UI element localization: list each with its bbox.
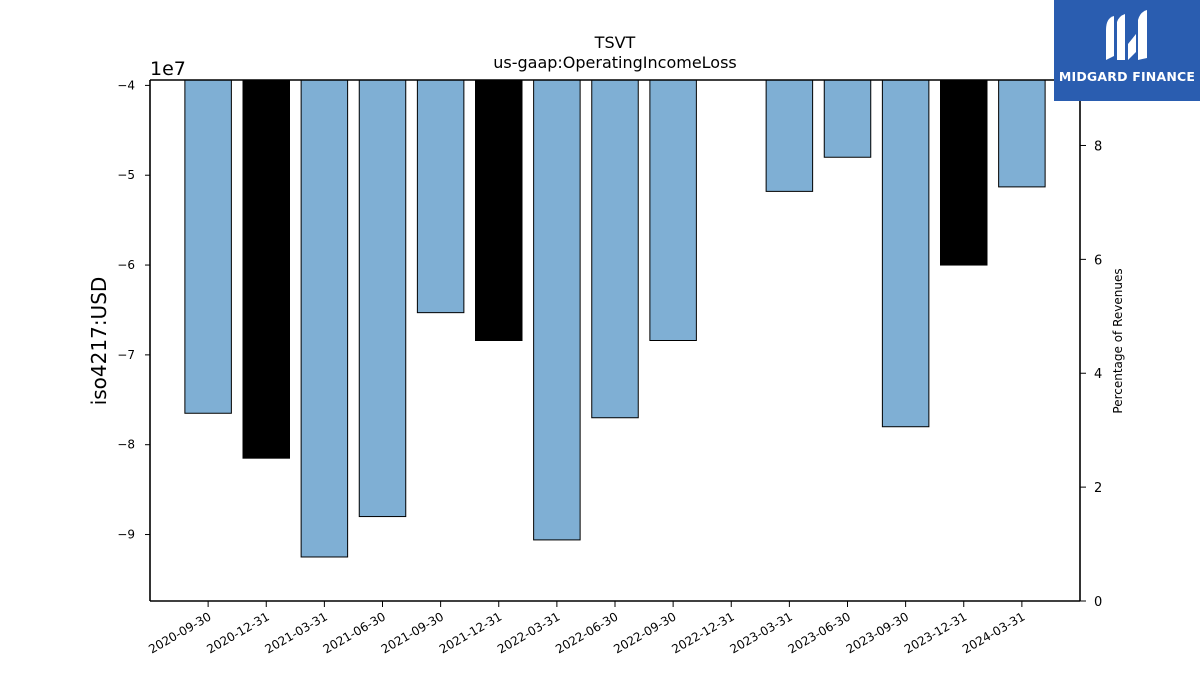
x-tick-label: 2023-12-31 — [902, 609, 969, 656]
bar — [649, 79, 697, 341]
chart-title: TSVT — [594, 33, 636, 52]
bar — [998, 79, 1046, 188]
bar — [358, 79, 407, 518]
y2-tick-label: 6 — [1094, 253, 1102, 268]
bar — [242, 79, 290, 459]
x-tick-label: 2021-03-31 — [262, 609, 329, 656]
y-tick-label: −8 — [117, 438, 135, 452]
y2-tick-label: 8 — [1094, 139, 1102, 154]
y2-tick-label: 4 — [1094, 367, 1102, 382]
bar — [416, 79, 465, 314]
midgard-m-icon — [1106, 10, 1147, 60]
brand-name: MIDGARD FINANCE — [1058, 69, 1196, 84]
bar — [823, 79, 872, 158]
chart-subtitle: us-gaap:OperatingIncomeLoss — [493, 53, 737, 72]
x-tick-label: 2022-03-31 — [495, 609, 562, 656]
x-tick-label: 2023-06-30 — [786, 609, 853, 656]
y2-axis-label: Percentage of Revenues — [1111, 268, 1125, 413]
x-tick-label: 2022-06-30 — [553, 609, 620, 656]
bar — [184, 79, 232, 414]
y-axis-label: iso4217:USD — [87, 277, 111, 406]
bar — [881, 79, 930, 428]
x-tick-label: 2023-09-30 — [844, 609, 911, 656]
y-tick-label: −4 — [117, 78, 135, 92]
x-tick-label: 2020-12-31 — [204, 609, 271, 656]
x-tick-label: 2022-09-30 — [611, 609, 678, 656]
y-axis-offset-label: 1e7 — [150, 58, 186, 80]
x-tick-label: 2022-12-31 — [669, 609, 736, 656]
bar — [533, 79, 581, 541]
brand-logo: MIDGARD FINANCE — [1054, 0, 1200, 101]
bar — [591, 79, 639, 419]
x-tick-label: 2021-12-31 — [437, 609, 504, 656]
x-tick-label: 2024-03-31 — [960, 609, 1027, 656]
bar — [765, 79, 814, 192]
x-tick-label: 2020-09-30 — [146, 609, 213, 656]
y2-tick-label: 2 — [1094, 481, 1102, 496]
y-tick-label: −6 — [117, 258, 135, 272]
bar — [300, 79, 349, 558]
y-tick-label: −7 — [117, 348, 135, 362]
y-tick-label: −5 — [117, 168, 135, 182]
y2-tick-label: 0 — [1094, 595, 1102, 610]
bars-layer — [184, 79, 1046, 558]
x-tick-label: 2021-09-30 — [379, 609, 446, 656]
bar — [475, 79, 523, 341]
x-tick-label: 2021-06-30 — [321, 609, 388, 656]
x-tick-label: 2023-03-31 — [727, 609, 794, 656]
bar — [940, 79, 988, 266]
y-tick-label: −9 — [117, 528, 135, 542]
